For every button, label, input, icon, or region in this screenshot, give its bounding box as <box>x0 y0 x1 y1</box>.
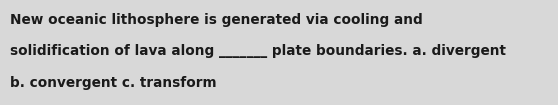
Text: b. convergent c. transform: b. convergent c. transform <box>10 76 217 90</box>
Text: New oceanic lithosphere is generated via cooling and: New oceanic lithosphere is generated via… <box>10 13 423 27</box>
Text: solidification of lava along _______ plate boundaries. a. divergent: solidification of lava along _______ pla… <box>10 44 506 58</box>
